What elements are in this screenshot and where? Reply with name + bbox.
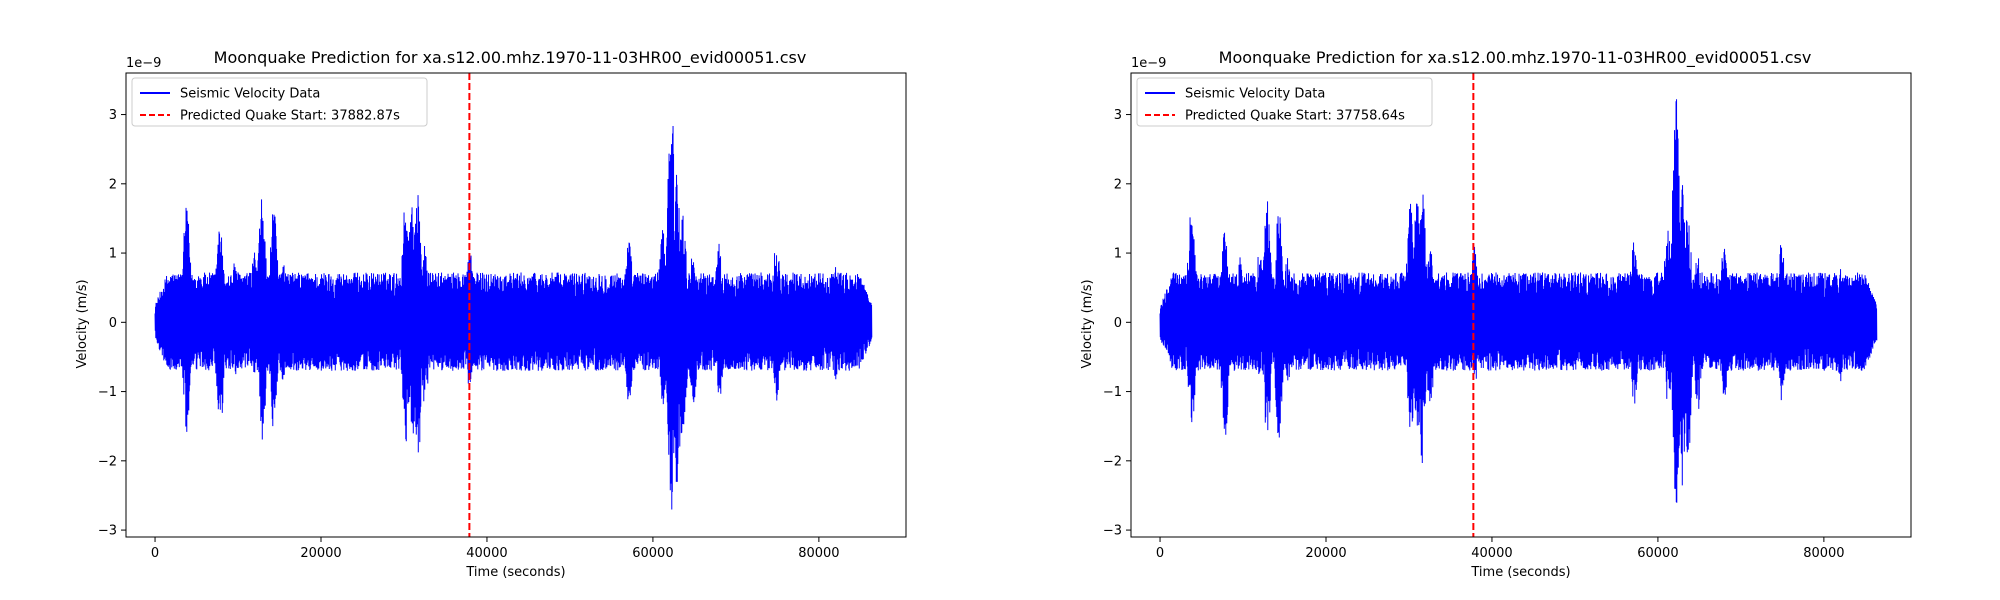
chart-right-ytick-label: −3 <box>1103 524 1122 539</box>
chart-right-plot-area: 0 20000 40000 60000 80000 −3 −2 −1 0 1 2 3 Seismic V… <box>1103 72 1912 561</box>
chart-right-xlabel: Time (seconds) <box>1470 565 1570 580</box>
chart-right-ylabel: Velocity (m/s) <box>1080 279 1095 368</box>
chart-left-xtick-label: 80000 <box>798 546 839 561</box>
chart-left-xtick-label: 60000 <box>632 546 673 561</box>
chart-left-axes-frame <box>125 72 907 538</box>
chart-right-ytick-label: −1 <box>1103 385 1122 400</box>
chart-left-y-offset-label: 1e−9 <box>126 56 161 71</box>
chart-right-legend-label: Seismic Velocity Data <box>1185 87 1325 102</box>
chart-left-title: Moonquake Prediction for xa.s12.00.mhz.1… <box>214 48 807 68</box>
chart-left-ytick-label: 2 <box>109 177 117 192</box>
chart-right-ytick-label: 1 <box>1114 247 1122 262</box>
chart-right-legend-box <box>1136 77 1433 127</box>
chart-left-ytick-label: 0 <box>109 316 117 331</box>
chart-left-plot-area: 0 20000 40000 60000 80000 −3 −2 −1 0 1 2 3 Seismic V… <box>98 72 907 561</box>
chart-left-data-layer <box>154 73 873 537</box>
chart-left-ylabel: Velocity (m/s) <box>75 279 90 368</box>
chart-left-legend-box <box>131 77 428 127</box>
chart-right-y-offset-label: 1e−9 <box>1131 56 1166 71</box>
chart-left-ytick-label: 1 <box>109 247 117 262</box>
chart-left-xtick-label: 0 <box>151 546 159 561</box>
chart-left-xlabel: Time (seconds) <box>465 565 565 580</box>
chart-left-ytick-label: 3 <box>109 108 117 123</box>
chart-right-xtick-label: 80000 <box>1803 546 1844 561</box>
chart-left-ytick-label: −1 <box>98 385 117 400</box>
chart-left: Moonquake Prediction for xa.s12.00.mhz.1… <box>75 48 907 580</box>
chart-right-xtick-label: 60000 <box>1637 546 1678 561</box>
chart-right-ytick-label: 3 <box>1114 108 1122 123</box>
chart-right-axes-frame <box>1130 72 1912 538</box>
chart-right-legend: Seismic Velocity Data Predicted Quake Sta… <box>1136 77 1433 127</box>
chart-right-series-seismic-line <box>1159 99 1878 503</box>
chart-left-legend-label: Predicted Quake Start: 37882.87s <box>180 109 400 124</box>
chart-right-xtick-label: 0 <box>1156 546 1164 561</box>
chart-right-xtick-label: 40000 <box>1471 546 1512 561</box>
chart-left-legend: Seismic Velocity Data Predicted Quake Sta… <box>131 77 428 127</box>
chart-right-legend-label: Predicted Quake Start: 37758.64s <box>1185 109 1405 124</box>
chart-right: Moonquake Prediction for xa.s12.00.mhz.1… <box>1080 48 1912 580</box>
chart-left-legend-label: Seismic Velocity Data <box>180 87 320 102</box>
chart-left-ytick-label: −3 <box>98 524 117 539</box>
chart-left-series-seismic-line <box>154 125 873 510</box>
chart-right-data-layer <box>1159 73 1878 537</box>
chart-right-ytick-label: −2 <box>1103 454 1122 469</box>
chart-left-ytick-label: −2 <box>98 454 117 469</box>
chart-right-ytick-label: 2 <box>1114 177 1122 192</box>
chart-right-title: Moonquake Prediction for xa.s12.00.mhz.1… <box>1219 48 1812 68</box>
chart-left-xtick-label: 40000 <box>466 546 507 561</box>
chart-right-xtick-label: 20000 <box>1305 546 1346 561</box>
chart-left-xtick-label: 20000 <box>300 546 341 561</box>
chart-right-ytick-label: 0 <box>1114 316 1122 331</box>
